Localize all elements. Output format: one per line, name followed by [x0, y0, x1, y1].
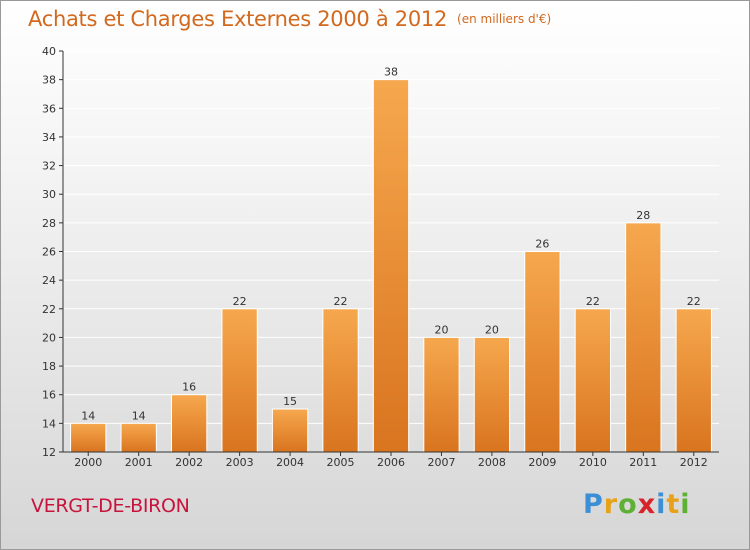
- bar-value-label: 14: [132, 409, 146, 422]
- y-tick-label: 30: [42, 188, 56, 201]
- y-tick-label: 32: [42, 160, 56, 173]
- x-tick-label: 2012: [680, 456, 708, 469]
- x-tick-label: 2008: [478, 456, 506, 469]
- x-tick-label: 2001: [125, 456, 153, 469]
- x-tick-label: 2009: [528, 456, 556, 469]
- y-tick-label: 28: [42, 217, 56, 230]
- y-tick-label: 24: [42, 274, 56, 287]
- bars: 14 14 16 22 15 22 38 20 20 26 22 28 22: [70, 66, 712, 453]
- y-tick-label: 20: [42, 331, 56, 344]
- bar-value-label: 22: [586, 295, 600, 308]
- x-tick-label: 2006: [377, 456, 405, 469]
- chart-title-text: Achats et Charges Externes 2000 à 2012: [28, 7, 448, 31]
- bar: [120, 422, 157, 453]
- bar: [221, 308, 258, 453]
- logo-letter: t: [666, 489, 681, 520]
- chart-subtitle: (en milliers d'€): [457, 12, 552, 26]
- x-tick-label: 2007: [427, 456, 455, 469]
- logo-letter: o: [618, 489, 638, 520]
- bar-value-label: 38: [384, 66, 398, 79]
- x-tick-label: 2005: [327, 456, 355, 469]
- bar: [574, 308, 612, 453]
- bar-value-label: 20: [434, 323, 448, 336]
- bar-value-label: 15: [283, 395, 297, 408]
- bar: [675, 308, 712, 453]
- bar: [70, 422, 107, 453]
- bar-value-label: 20: [485, 323, 499, 336]
- axes: 12 14 16 18 20 22 24 26 28 30 32 34 36 38 40 2000 2001 20…: [42, 45, 719, 469]
- place-name: VERGT-DE-BIRON: [31, 495, 190, 517]
- y-tick-label: 14: [42, 417, 56, 430]
- bar-value-label: 26: [535, 238, 549, 251]
- y-tick-label: 40: [42, 45, 56, 58]
- bar-value-label: 22: [334, 295, 348, 308]
- bar-value-label: 22: [233, 295, 247, 308]
- bar-value-label: 16: [182, 381, 196, 394]
- proxiti-logo: Proxiti: [583, 489, 691, 520]
- logo-letter: i: [680, 489, 691, 520]
- logo-letter: P: [583, 489, 604, 520]
- y-tick-label: 16: [42, 389, 56, 402]
- logo-letter: i: [656, 489, 667, 520]
- y-tick-label: 22: [42, 303, 56, 316]
- y-tick-label: 38: [42, 74, 56, 87]
- bar: [170, 394, 208, 453]
- x-tick-label: 2011: [629, 456, 657, 469]
- bar: [322, 308, 359, 453]
- bar-value-label: 22: [687, 295, 701, 308]
- x-tick-label: 2002: [175, 456, 203, 469]
- y-tick-label: 12: [42, 446, 56, 459]
- x-tick-label: 2004: [276, 456, 304, 469]
- chart-title: Achats et Charges Externes 2000 à 2012 (e…: [28, 7, 551, 31]
- y-tick-label: 36: [42, 102, 56, 115]
- x-tick-label: 2003: [226, 456, 254, 469]
- bar-value-label: 14: [81, 409, 95, 422]
- logo-letter: r: [603, 489, 619, 520]
- bar: [271, 408, 309, 453]
- bar: [473, 336, 511, 453]
- bar: [372, 79, 410, 453]
- x-tick-label: 2000: [74, 456, 102, 469]
- bar: [625, 222, 662, 453]
- x-tick-label: 2010: [579, 456, 607, 469]
- bar: [423, 336, 460, 453]
- logo-letter: x: [637, 489, 657, 520]
- y-tick-label: 34: [42, 131, 56, 144]
- y-tick-label: 26: [42, 246, 56, 259]
- bar-value-label: 28: [636, 209, 650, 222]
- bar: [524, 251, 561, 453]
- y-tick-label: 18: [42, 360, 56, 373]
